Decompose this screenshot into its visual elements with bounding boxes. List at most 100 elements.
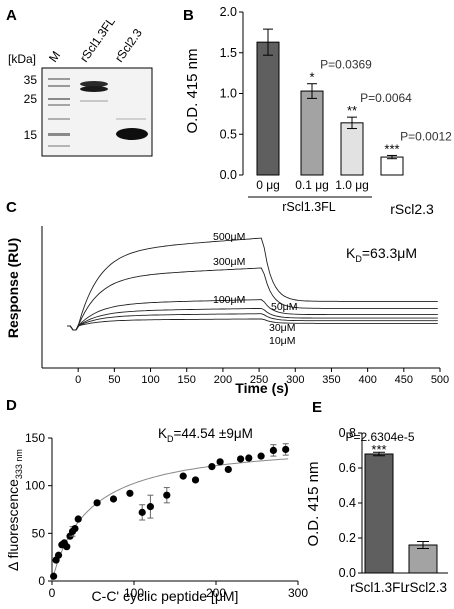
panel-c-label: C [6, 199, 17, 216]
e-category-label: rScl2.3 [405, 580, 447, 595]
c-xtick-label: 50 [108, 374, 120, 386]
c-series [67, 237, 438, 331]
e-category-label: rScl1.3FL [350, 580, 408, 595]
c-axes: 0 50 100 150 200 250 300 350 400 450 500 [41, 226, 449, 386]
c-xtick-label: 200 [214, 374, 232, 386]
b-ytick-label: 1.5 [220, 46, 237, 60]
d-ytick-label: 0 [38, 574, 45, 588]
d-point [208, 463, 216, 471]
d-point [191, 476, 200, 484]
b-ytick-label: 1.0 [220, 87, 237, 101]
c-kd-annotation: KD=63.3μM [346, 245, 417, 264]
b-ytick-label: 0.5 [220, 127, 237, 141]
panel-e-label: E [312, 399, 322, 416]
d-point [282, 445, 290, 454]
d-point [269, 446, 277, 454]
c-series-label: 100μM [213, 294, 245, 306]
c-series-label: 500μM [213, 231, 245, 243]
b-stars: ** [347, 103, 357, 118]
panel-c: C Response (RU) Time (s) 0 50 100 150 200 250… [5, 199, 449, 396]
panel-a: A [kDa] M rScl1.3FL rScl2.3 35 25 15 [6, 7, 153, 157]
b-annotations: P=0.0369 * P=0.0064** P=0.0012*** [309, 58, 452, 157]
panel-d: D Δ fluorescence333 nm C-C' cyclic pepti… [5, 397, 308, 604]
gel-marker-15: 15 [24, 128, 38, 142]
d-ytick-label: 100 [25, 479, 45, 493]
e-stars: *** [371, 442, 386, 457]
b-bar [340, 122, 364, 176]
d-point [163, 491, 171, 499]
d-point [224, 465, 232, 474]
c-xtick-label: 500 [431, 374, 449, 386]
c-series-label: 50μM [271, 301, 297, 313]
c-xtick-label: 450 [395, 374, 413, 386]
gel-lane-labels: M rScl1.3FL rScl2.3 [46, 14, 145, 64]
b-p-value: P=0.0012 [400, 129, 452, 143]
b-group-label: rScl1.3FL [282, 200, 336, 214]
d-ylabel: Δ fluorescence333 nm [5, 449, 24, 571]
e-bar [364, 453, 394, 574]
d-point [74, 515, 82, 523]
gel-lane-label-marker: M [46, 48, 63, 64]
e-ytick-label: 0.0 [339, 566, 356, 580]
e-p-value: P=2.6304e-5 [345, 430, 414, 444]
c-series-line [67, 313, 438, 331]
e-ytick-label: 0.6 [339, 461, 356, 475]
gel-image [41, 67, 153, 157]
c-xtick-label: 150 [178, 374, 196, 386]
c-series-line [67, 307, 438, 331]
panel-b-label: B [183, 7, 194, 24]
d-point [237, 455, 245, 463]
d-xtick-label: 200 [206, 586, 226, 600]
b-bar [300, 90, 324, 176]
b-bar [380, 156, 404, 176]
c-series-label: 30μM [269, 322, 295, 334]
d-point [216, 458, 224, 466]
d-point [71, 524, 79, 533]
c-xtick-label: 300 [286, 374, 304, 386]
d-point [146, 503, 154, 511]
d-point [50, 572, 58, 580]
e-ytick-label: 0.4 [339, 496, 356, 510]
d-xtick-label: 0 [49, 586, 56, 600]
c-xtick-label: 350 [322, 374, 340, 386]
gel-marker-labels: 35 25 15 [24, 73, 38, 142]
b-ytick-label: 2.0 [220, 5, 237, 19]
e-ylabel: O.D. 415 nm [305, 461, 322, 546]
b-ytick-label: 0.0 [220, 168, 237, 182]
e-bar [408, 544, 438, 574]
d-fit-line [51, 458, 289, 582]
d-point [257, 452, 265, 460]
d-axes: 0 50 100 150 0 100 200 300 [25, 431, 308, 600]
d-point [179, 472, 187, 480]
b-bar [256, 41, 280, 176]
b-p-value: P=0.0064 [360, 91, 412, 105]
d-point [245, 454, 253, 462]
d-xtick-label: 100 [124, 586, 144, 600]
c-series-line [67, 318, 438, 331]
c-ylabel: Response (RU) [5, 238, 21, 338]
b-category-label: 0 μg [256, 178, 280, 192]
d-point [54, 551, 63, 559]
b-stars: * [309, 70, 314, 85]
b-ylabel: O.D. 415 nm [184, 48, 201, 133]
d-ytick-label: 50 [32, 526, 46, 540]
gel-marker-35: 35 [24, 73, 38, 87]
c-xtick-label: 100 [141, 374, 159, 386]
gel-unit-label: [kDa] [8, 52, 36, 66]
c-series-label: 10μM [269, 335, 295, 347]
panel-e: E O.D. 415 nm 0.0 0.2 0.4 0.6 0.8 rScl1.3FLr… [305, 399, 448, 595]
d-ytick-label: 150 [25, 431, 45, 445]
panel-d-label: D [6, 397, 17, 414]
c-xtick-label: 250 [250, 374, 268, 386]
b-p-value: P=0.0369 [320, 58, 372, 72]
gel-lane-label-rscl23: rScl2.3 [112, 26, 145, 65]
panel-b: B O.D. 415 nm 0.0 0.5 1.0 1.5 2.0 0 μg 0.1 μg… [183, 5, 452, 217]
b-category-label: 1.0 μg [335, 178, 369, 192]
gel-marker-25: 25 [24, 92, 38, 106]
d-point [93, 499, 101, 507]
b-category-label: 0.1 μg [295, 178, 329, 192]
d-kd-annotation: KD=44.54 ±9μM [158, 426, 253, 444]
d-fit-curve [51, 458, 289, 582]
